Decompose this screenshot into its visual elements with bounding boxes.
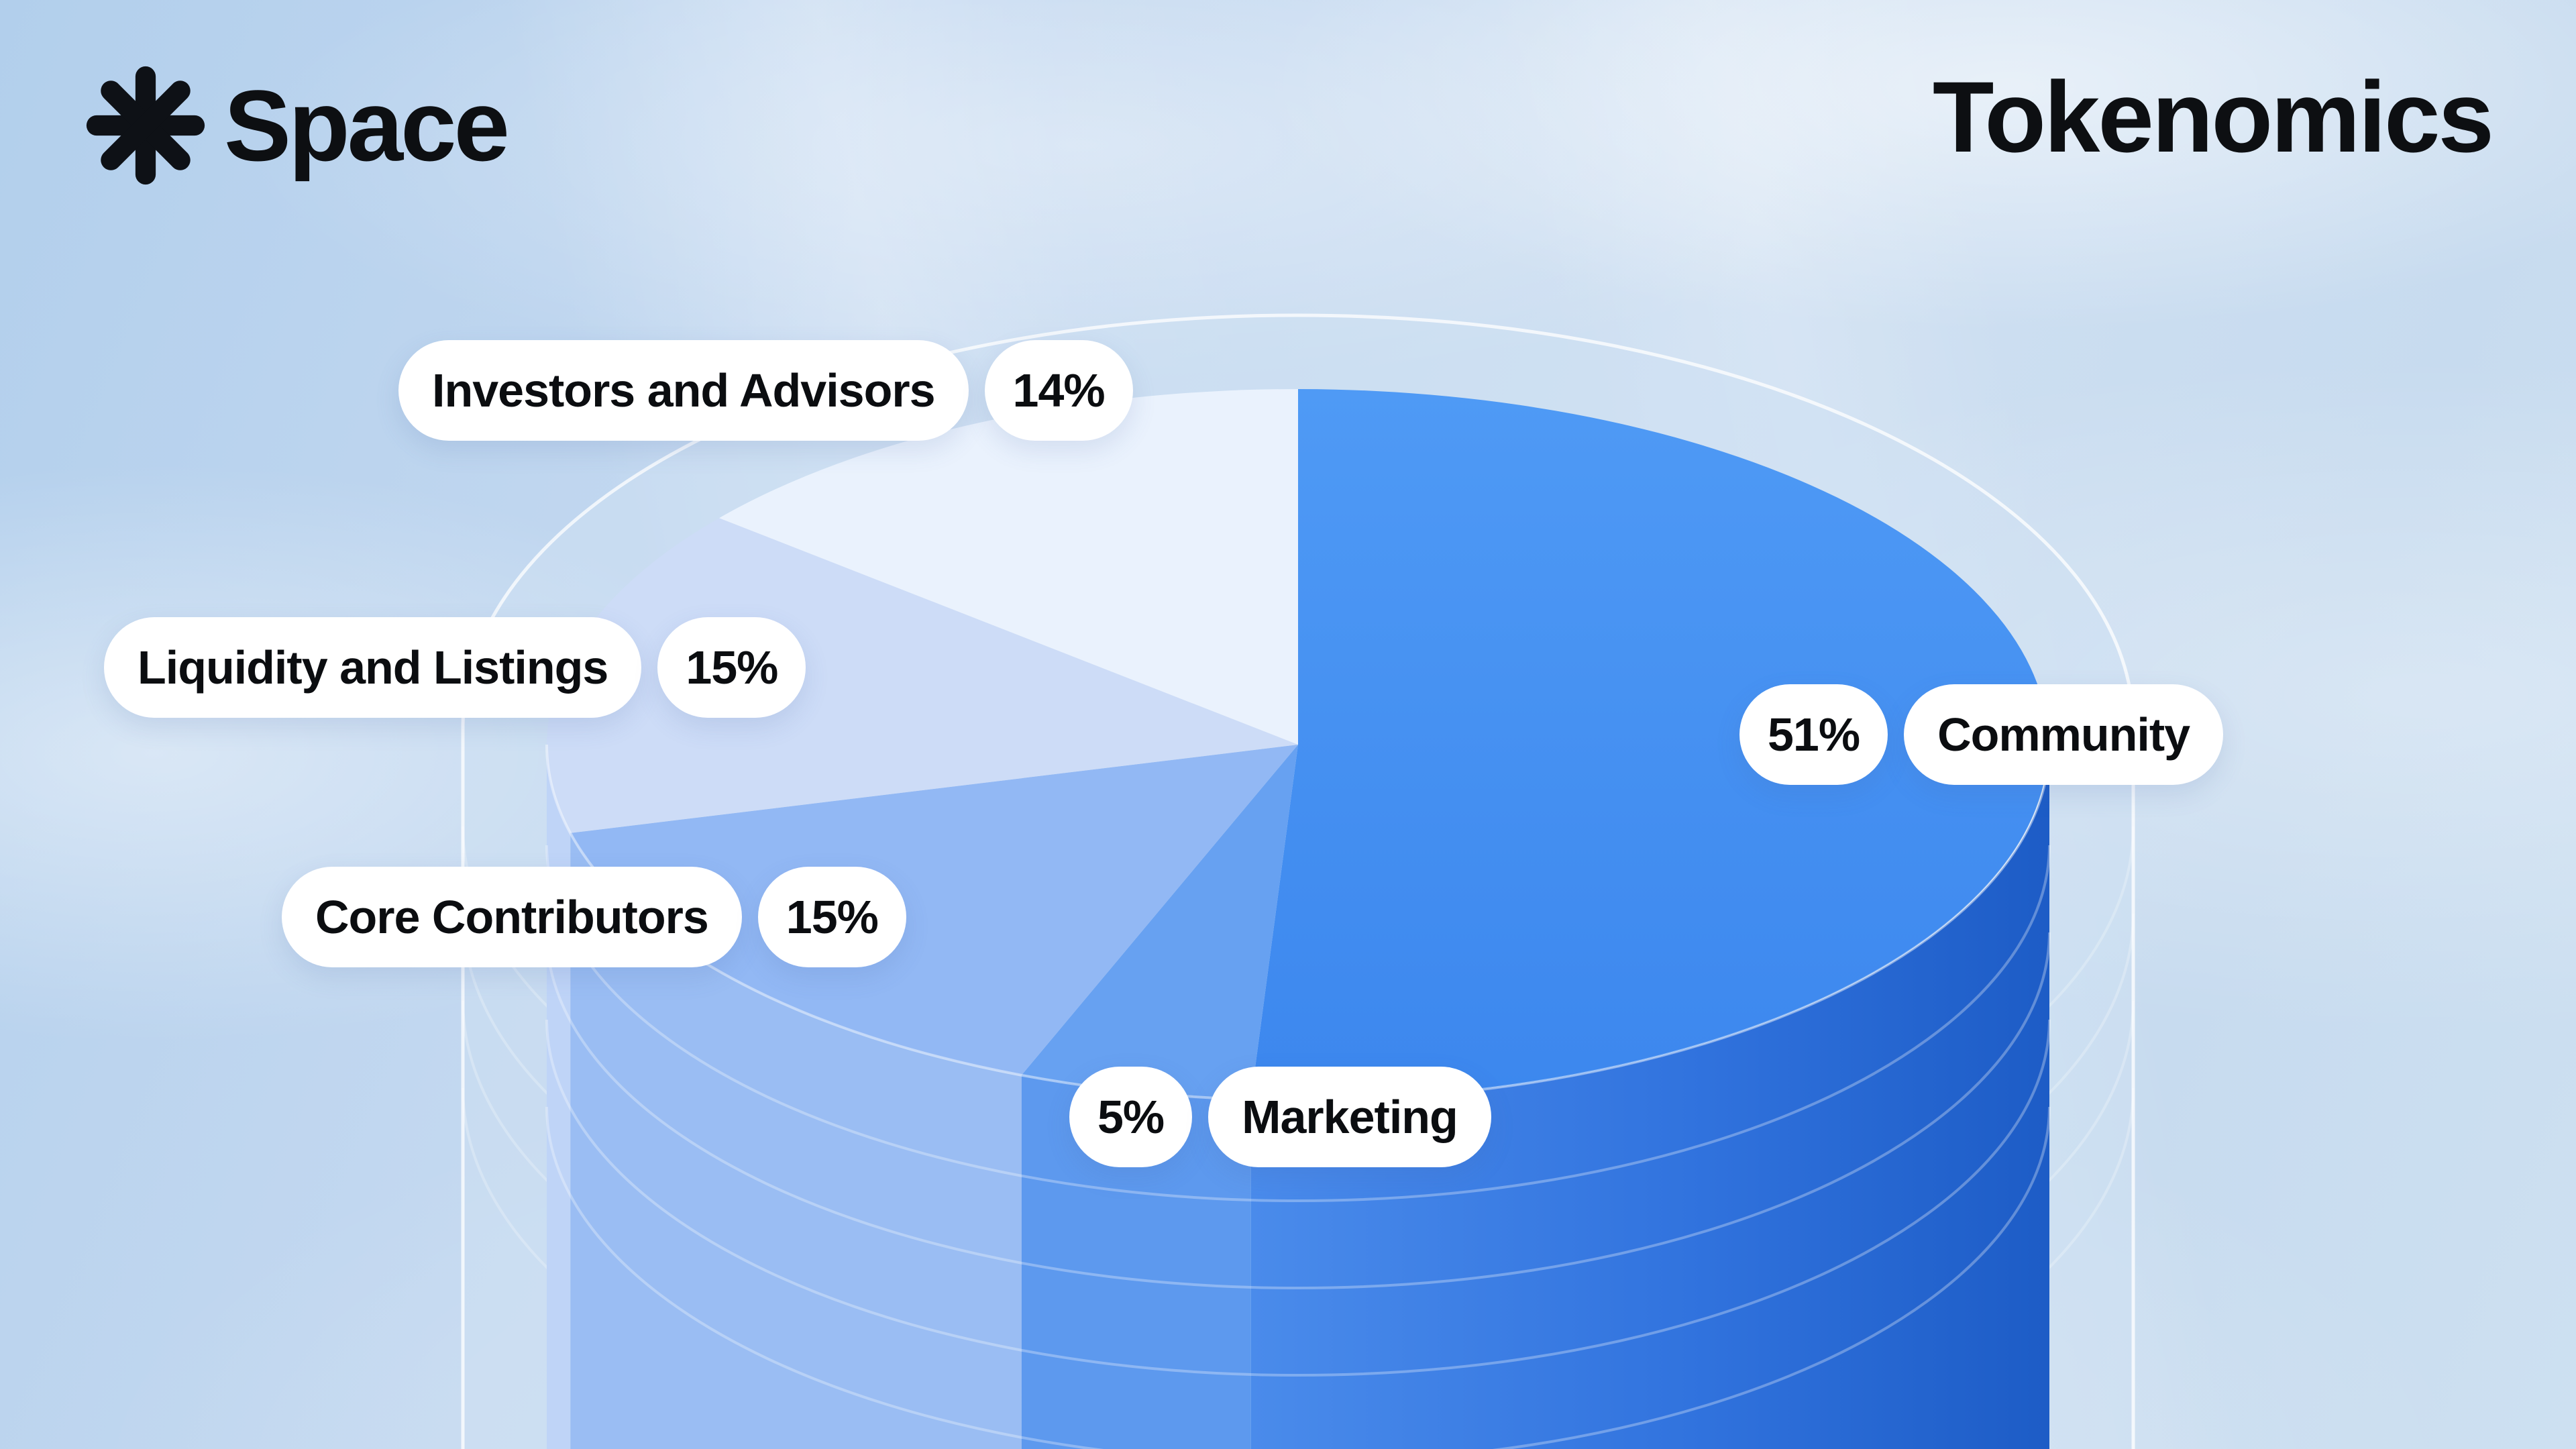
callout-core-contributors: Core Contributors 15%: [282, 867, 906, 967]
label-pill: Community: [1904, 684, 2224, 785]
value-pill: 5%: [1069, 1067, 1193, 1167]
value-pill: 15%: [757, 867, 906, 967]
asterisk-star-icon: [86, 66, 205, 185]
label-pill: Marketing: [1208, 1067, 1491, 1167]
brand-logo: Space: [86, 66, 510, 185]
value-pill: 51%: [1739, 684, 1888, 785]
callout-liquidity-and-listings: Liquidity and Listings 15%: [104, 617, 806, 718]
callout-marketing: 5% Marketing: [1069, 1067, 1491, 1167]
callout-community: 51% Community: [1739, 684, 2224, 785]
value-pill: 15%: [657, 617, 806, 718]
page-title: Tokenomics: [1932, 60, 2494, 173]
callout-investors-and-advisors: Investors and Advisors 14%: [398, 340, 1133, 441]
value-pill: 14%: [984, 340, 1133, 441]
brand-name: Space: [224, 68, 510, 182]
label-pill: Liquidity and Listings: [104, 617, 642, 718]
label-pill: Investors and Advisors: [398, 340, 969, 441]
label-pill: Core Contributors: [282, 867, 742, 967]
